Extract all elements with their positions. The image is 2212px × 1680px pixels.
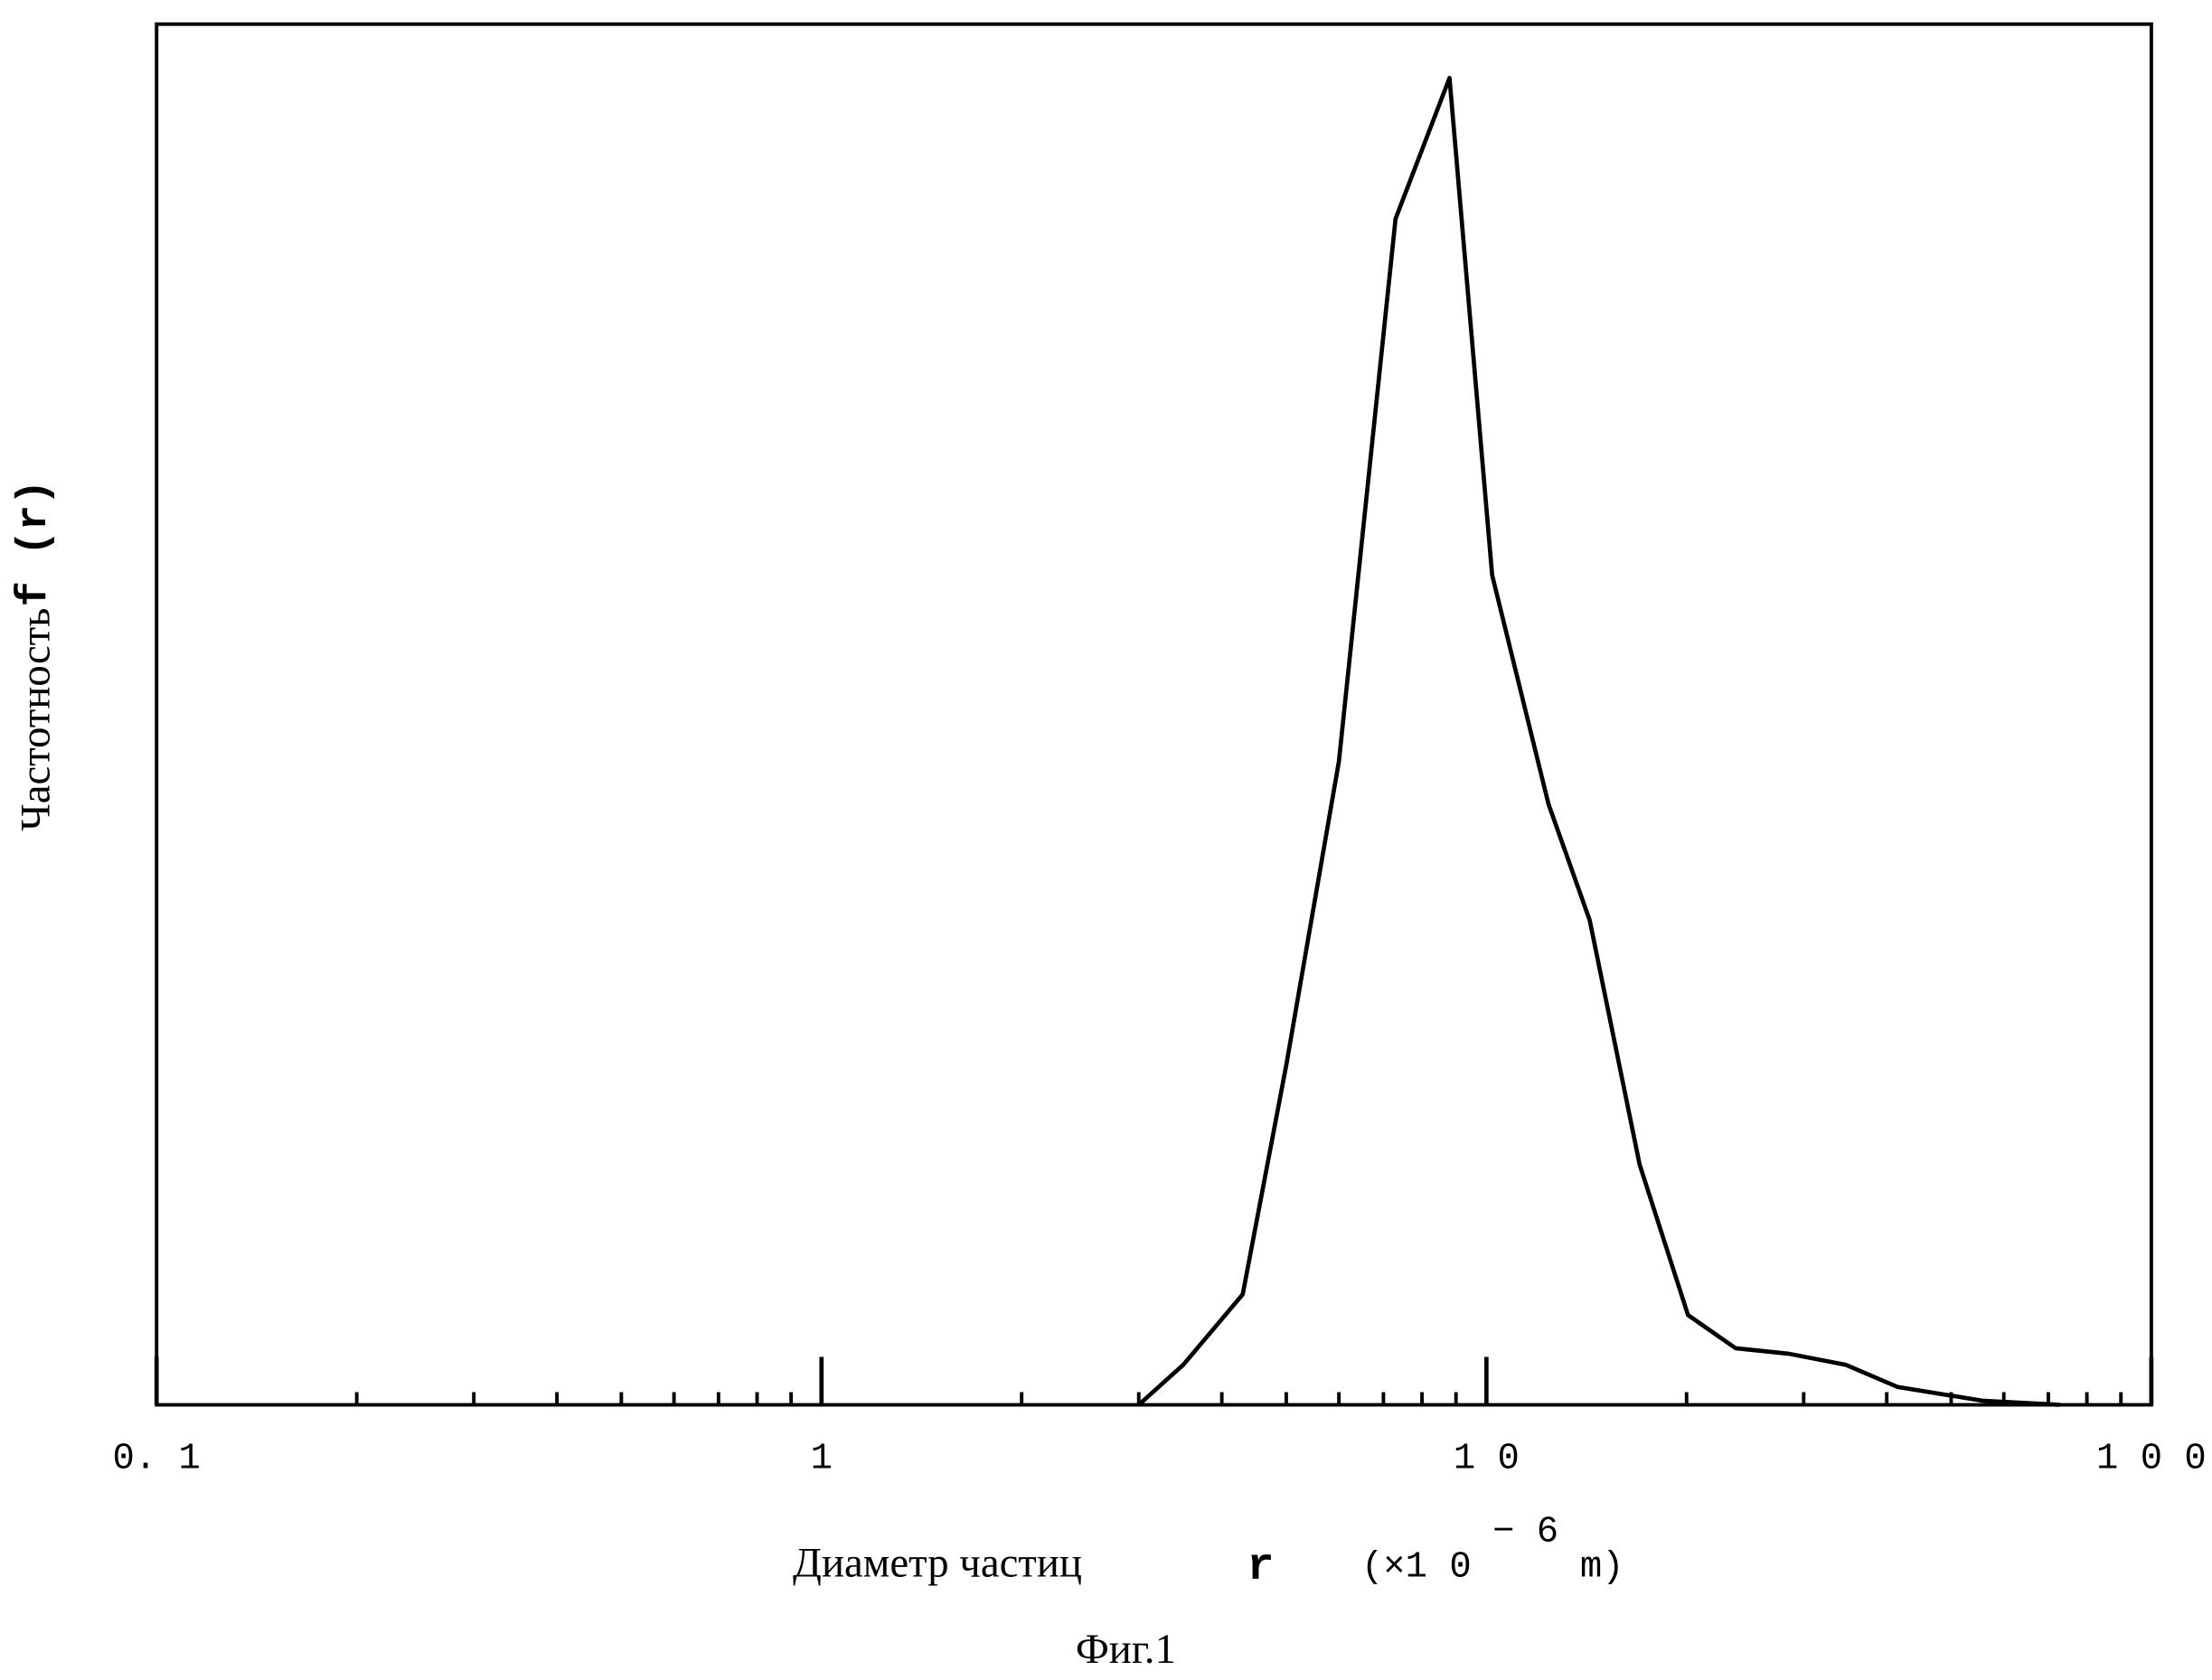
x-axis-exponent: − 6 [1492,1512,1558,1553]
y-axis-label: Частотность [12,607,59,831]
x-tick-label: 0. 1 [113,1439,201,1480]
x-axis-unit: (×1 0 [1361,1547,1472,1589]
x-axis-label: Диаметр частиц [793,1540,1082,1587]
x-tick-label: 1 [811,1439,833,1480]
data-line [1139,78,2060,1404]
figure-caption: Фиг.1 [1076,1626,1176,1673]
plot-frame [156,24,2151,1405]
x-tick-label: 1 0 0 [2096,1439,2207,1480]
y-axis-symbol: f (r) [11,480,59,606]
chart: Частотность f (r) Диаметр частиц r (×1 0… [0,0,2212,1680]
page: {"chart_data": { "type": "line", "captio… [0,0,2212,1680]
x-axis-unit-end: m) [1580,1547,1624,1589]
x-axis-symbol: r [1247,1541,1275,1592]
x-tick-label: 1 0 [1454,1439,1520,1480]
